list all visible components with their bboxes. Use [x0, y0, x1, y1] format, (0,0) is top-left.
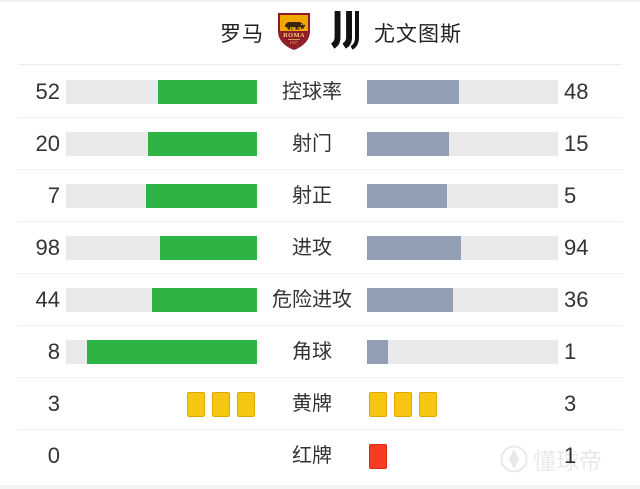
away-bar-fill — [367, 340, 388, 364]
away-bar-fill — [367, 184, 448, 208]
home-bar-fill — [87, 340, 257, 364]
row-divider — [18, 377, 622, 378]
row-divider — [18, 429, 622, 430]
stat-row: 98 进攻 94 — [0, 222, 640, 274]
svg-text:ROMA: ROMA — [283, 32, 305, 39]
row-divider — [18, 221, 622, 222]
stat-label: 黄牌 — [292, 393, 332, 415]
top-divider — [0, 0, 640, 2]
stat-row: 8 角球 1 — [0, 326, 640, 378]
home-bar-track — [66, 80, 257, 104]
home-team-name: 罗马 — [220, 23, 264, 46]
stat-row: 0 红牌 1 — [0, 430, 640, 482]
home-bar-fill — [151, 288, 257, 312]
away-value: 5 — [564, 183, 577, 208]
away-value: 36 — [564, 287, 589, 312]
away-team-name: 尤文图斯 — [374, 23, 462, 46]
away-value: 15 — [564, 131, 589, 156]
home-value: 8 — [47, 339, 60, 364]
yellow-card-icon — [419, 391, 437, 417]
bottom-divider — [0, 485, 640, 489]
home-team[interactable]: 罗马 ROMA 1927 — [47, 11, 320, 56]
home-value: 0 — [47, 443, 60, 468]
away-bar-track — [367, 80, 558, 104]
stat-label: 射门 — [292, 133, 332, 155]
yellow-card-icon — [369, 391, 387, 417]
stat-label: 红牌 — [292, 445, 332, 467]
stat-row: 7 射正 5 — [0, 170, 640, 222]
away-value: 48 — [564, 79, 589, 104]
away-bar-fill — [367, 236, 461, 260]
row-divider — [18, 273, 622, 274]
home-bar-fill — [159, 236, 257, 260]
home-bar-track — [66, 236, 257, 260]
home-bar-track — [66, 340, 257, 364]
home-bar-track — [66, 132, 257, 156]
juventus-crest-icon — [328, 10, 362, 57]
away-value: 1 — [564, 443, 577, 468]
as-roma-crest-icon: ROMA 1927 — [276, 11, 312, 56]
home-bar-fill — [148, 132, 257, 156]
away-bar-track — [367, 340, 558, 364]
stat-label: 角球 — [292, 341, 332, 363]
home-value: 98 — [35, 235, 60, 260]
home-value: 44 — [35, 287, 60, 312]
away-bar-fill — [367, 288, 453, 312]
stat-row: 3 黄牌 3 — [0, 378, 640, 430]
away-bar-fill — [367, 132, 450, 156]
yellow-card-icon — [187, 391, 205, 417]
row-divider — [18, 117, 622, 118]
stats-rows: 52 控球率 48 20 射门 15 7 射正 5 98 进攻 94 44 危险进攻 36 8 角球 1 3 黄牌 3 0… — [0, 66, 640, 482]
yellow-card-icon — [212, 391, 230, 417]
home-cards — [66, 444, 257, 468]
home-value: 52 — [35, 79, 60, 104]
home-bar-track — [66, 184, 257, 208]
stat-row: 44 危险进攻 36 — [0, 274, 640, 326]
home-value: 7 — [47, 183, 60, 208]
svg-text:1927: 1927 — [290, 41, 298, 45]
yellow-card-icon — [394, 391, 412, 417]
away-cards — [367, 391, 558, 417]
stat-label: 进攻 — [292, 237, 332, 259]
away-bar-track — [367, 236, 558, 260]
away-value: 1 — [564, 339, 577, 364]
home-bar-track — [66, 288, 257, 312]
home-cards — [66, 391, 257, 417]
header-divider — [18, 64, 622, 65]
home-bar-fill — [146, 184, 257, 208]
away-bar-track — [367, 184, 558, 208]
yellow-card-icon — [237, 391, 255, 417]
row-divider — [18, 325, 622, 326]
teams-header: 罗马 ROMA 1927 — [0, 0, 640, 66]
stat-label: 射正 — [292, 185, 332, 207]
row-divider — [18, 169, 622, 170]
away-cards — [367, 443, 558, 469]
away-bar-track — [367, 132, 558, 156]
stat-label: 控球率 — [282, 81, 342, 103]
away-bar-fill — [367, 80, 459, 104]
away-value: 3 — [564, 391, 577, 416]
home-value: 20 — [35, 131, 60, 156]
away-value: 94 — [564, 235, 589, 260]
stat-row: 52 控球率 48 — [0, 66, 640, 118]
away-team[interactable]: 尤文图斯 — [320, 10, 593, 57]
stat-label: 危险进攻 — [272, 289, 352, 311]
red-card-icon — [369, 443, 387, 469]
away-bar-track — [367, 288, 558, 312]
home-bar-fill — [157, 80, 257, 104]
stat-row: 20 射门 15 — [0, 118, 640, 170]
home-value: 3 — [47, 391, 60, 416]
